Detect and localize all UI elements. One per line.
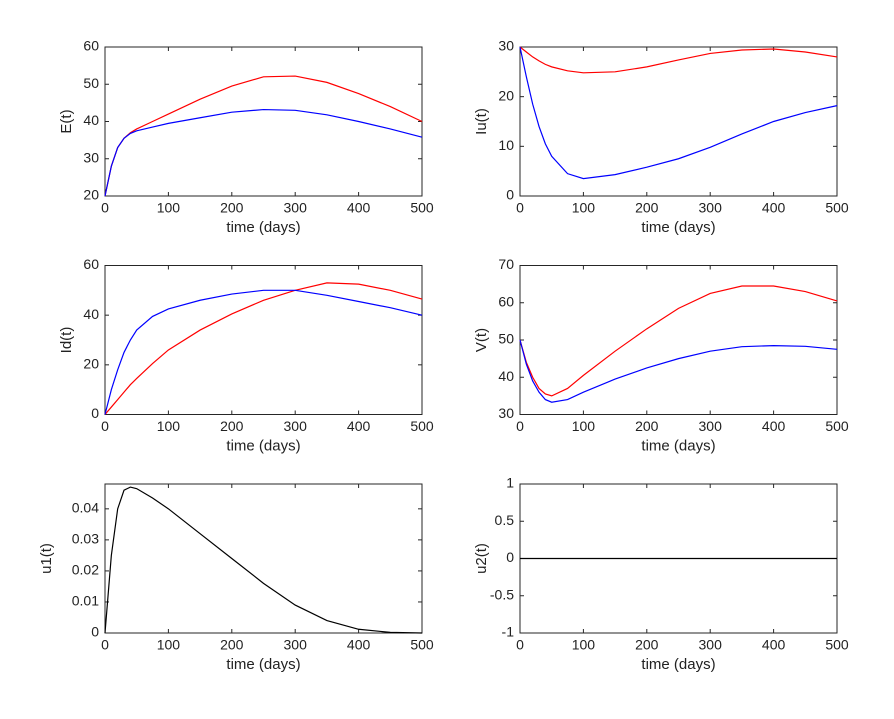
x-tick-label: 100 <box>157 418 181 434</box>
y-tick-label: 50 <box>83 75 99 91</box>
y-tick-label: 60 <box>498 293 514 309</box>
series-line <box>519 285 838 397</box>
y-tick-label: 40 <box>83 112 99 128</box>
x-tick-label: 500 <box>825 418 849 434</box>
x-tick-label: 0 <box>101 637 109 653</box>
x-axis-label: time (days) <box>226 656 300 673</box>
y-axis-label: Id(t) <box>58 327 75 354</box>
y-tick-label: 0.01 <box>72 593 99 609</box>
y-tick-label: 10 <box>498 137 514 153</box>
x-tick-label: 200 <box>635 637 659 653</box>
series-line <box>519 339 838 403</box>
series-line <box>519 46 838 74</box>
y-tick-label: 0 <box>91 405 99 421</box>
x-tick-label: 100 <box>572 418 596 434</box>
y-axis-label: u2(t) <box>473 543 490 574</box>
y-tick-label: 40 <box>498 368 514 384</box>
x-tick-label: 400 <box>347 637 371 653</box>
x-tick-label: 300 <box>284 200 308 216</box>
x-tick-label: 500 <box>410 418 434 434</box>
series-line <box>104 486 423 634</box>
x-tick-label: 100 <box>572 637 596 653</box>
y-tick-label: 20 <box>83 356 99 372</box>
y-tick-label: 0 <box>506 187 514 203</box>
x-tick-label: 500 <box>825 200 849 216</box>
series-line <box>104 282 423 415</box>
axes-frame <box>519 265 838 415</box>
y-tick-label: 60 <box>83 38 99 54</box>
x-tick-label: 200 <box>220 637 244 653</box>
axes-frame <box>104 483 423 634</box>
y-tick-label: 0.5 <box>495 512 515 528</box>
x-tick-label: 100 <box>157 637 181 653</box>
y-tick-label: 0.02 <box>72 562 99 578</box>
x-tick-label: 400 <box>347 200 371 216</box>
y-tick-label: 40 <box>83 306 99 322</box>
x-tick-label: 200 <box>220 418 244 434</box>
x-tick-label: 400 <box>762 200 786 216</box>
y-tick-label: 0.03 <box>72 531 99 547</box>
series-line <box>104 289 423 415</box>
x-tick-label: 100 <box>572 200 596 216</box>
y-axis-label: Iu(t) <box>473 108 490 135</box>
y-axis-label: E(t) <box>58 109 75 133</box>
y-axis-label: V(t) <box>473 328 490 352</box>
x-axis-label: time (days) <box>226 219 300 236</box>
y-tick-label: 30 <box>498 38 514 54</box>
y-tick-label: 20 <box>83 187 99 203</box>
x-tick-label: 100 <box>157 200 181 216</box>
y-tick-label: 50 <box>498 331 514 347</box>
axes-frame <box>104 265 423 415</box>
x-tick-label: 500 <box>410 637 434 653</box>
y-tick-label: 20 <box>498 87 514 103</box>
y-tick-label: 0 <box>91 624 99 640</box>
x-tick-label: 300 <box>284 418 308 434</box>
y-tick-label: -0.5 <box>490 586 514 602</box>
series-line <box>104 75 423 197</box>
x-tick-label: 0 <box>516 418 524 434</box>
x-tick-label: 500 <box>825 637 849 653</box>
x-tick-label: 300 <box>699 200 723 216</box>
y-tick-label: 30 <box>83 149 99 165</box>
x-tick-label: 400 <box>762 637 786 653</box>
x-tick-label: 200 <box>635 418 659 434</box>
x-tick-label: 400 <box>347 418 371 434</box>
x-tick-label: 0 <box>101 418 109 434</box>
x-tick-label: 400 <box>762 418 786 434</box>
x-axis-label: time (days) <box>641 219 715 236</box>
series-line <box>104 108 423 197</box>
y-tick-label: 30 <box>498 405 514 421</box>
x-tick-label: 0 <box>516 200 524 216</box>
x-axis-label: time (days) <box>226 437 300 454</box>
series-line <box>519 46 838 180</box>
axes-frame <box>519 46 838 197</box>
x-tick-label: 500 <box>410 200 434 216</box>
x-tick-label: 300 <box>284 637 308 653</box>
y-tick-label: 70 <box>498 256 514 272</box>
x-tick-label: 300 <box>699 637 723 653</box>
x-tick-label: 200 <box>635 200 659 216</box>
y-axis-label: u1(t) <box>38 543 55 574</box>
y-tick-label: 0.04 <box>72 500 99 516</box>
x-axis-label: time (days) <box>641 656 715 673</box>
y-tick-label: -1 <box>502 624 515 640</box>
x-tick-label: 0 <box>516 637 524 653</box>
x-tick-label: 0 <box>101 200 109 216</box>
x-tick-label: 300 <box>699 418 723 434</box>
y-tick-label: 0 <box>506 549 514 565</box>
x-axis-label: time (days) <box>641 437 715 454</box>
y-tick-label: 60 <box>83 256 99 272</box>
x-tick-label: 200 <box>220 200 244 216</box>
y-tick-label: 1 <box>506 475 514 491</box>
